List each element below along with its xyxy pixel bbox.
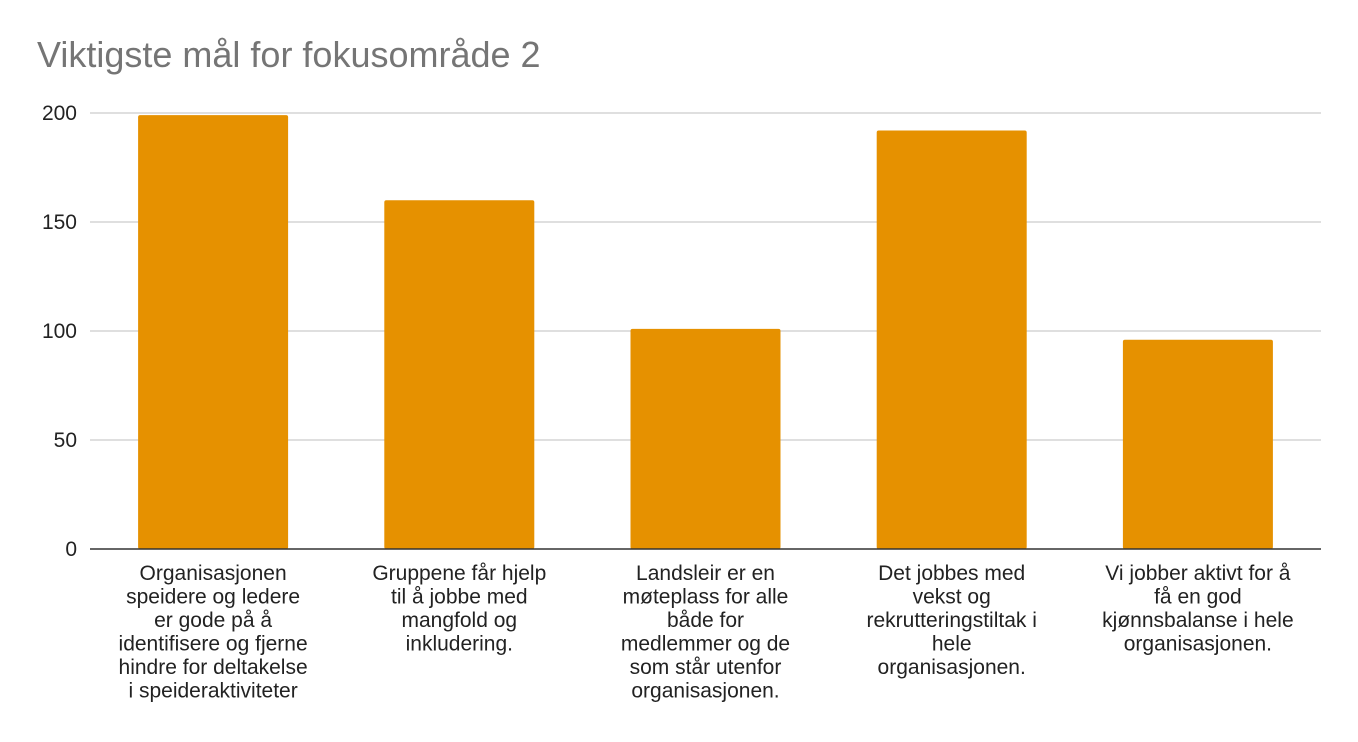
bar [1122, 339, 1273, 549]
category-label-line: som står utenfor [630, 656, 782, 679]
y-tick-label: 50 [54, 429, 77, 452]
y-tick-label: 0 [65, 538, 77, 561]
category-label-line: speidere og ledere [126, 586, 300, 609]
bars [138, 115, 1273, 550]
category-label-line: få en god [1154, 586, 1242, 609]
category-label-line: er gode på å [154, 609, 272, 632]
category-label-line: både for [667, 609, 744, 632]
category-label-line: hele [932, 633, 972, 656]
category-label-line: mangfold og [402, 609, 518, 632]
category-label-line: rekrutteringstiltak i [867, 609, 1037, 632]
category-label-line: Det jobbes med [878, 562, 1025, 585]
y-tick-label: 100 [42, 320, 77, 343]
category-label-line: organisasjonen. [1124, 633, 1272, 656]
bar [876, 130, 1027, 549]
category-label-line: organisasjonen. [878, 656, 1026, 679]
category-label-line: Gruppene får hjelp [372, 562, 546, 585]
category-label-line: hindre for deltakelse [119, 656, 308, 679]
category-label-line: kjønnsbalanse i hele [1102, 609, 1293, 632]
category-label-line: vekst og [913, 586, 991, 609]
category-label-line: i speideraktiviteter [128, 680, 297, 703]
category-label-line: Organisasjonen [140, 562, 287, 585]
chart-title: Viktigste mål for fokusområde 2 [37, 34, 541, 75]
category-label-line: identifisere og fjerne [119, 633, 308, 656]
category-label-line: inkludering. [406, 633, 513, 656]
category-label-line: møteplass for alle [623, 586, 789, 609]
category-label-line: organisasjonen. [631, 680, 779, 703]
category-label: Vi jobber aktivt for åfå en godkjønnsbal… [1102, 562, 1293, 656]
y-tick-label: 200 [42, 102, 77, 125]
y-tick-label: 150 [42, 211, 77, 234]
category-label-line: Landsleir er en [636, 562, 775, 585]
category-label-line: medlemmer og de [621, 633, 790, 656]
y-axis-ticks: 0 50 100 150 200 [42, 102, 77, 561]
bar [630, 328, 781, 549]
bar [138, 115, 289, 550]
category-label-line: til å jobbe med [391, 586, 528, 609]
category-label-line: Vi jobber aktivt for å [1105, 562, 1291, 585]
bar [384, 200, 535, 549]
